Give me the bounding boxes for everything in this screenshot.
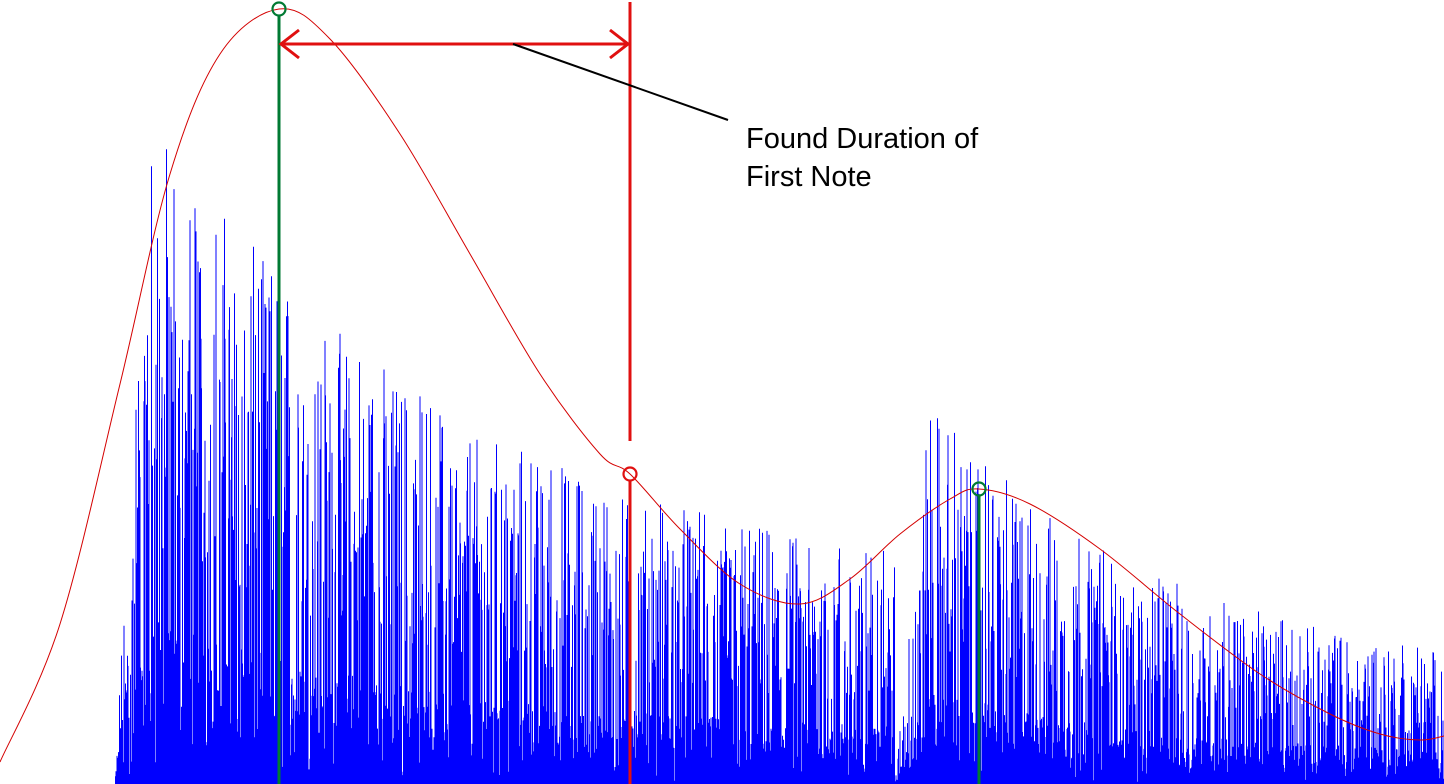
waveform-trace	[115, 149, 1444, 784]
envelope-curve	[0, 8, 1444, 763]
duration-arrow-head-left	[278, 28, 300, 60]
peak-marker-circle-1	[271, 1, 287, 17]
annotation-text-line2: First Note	[746, 161, 872, 193]
duration-arrow-head-right	[609, 28, 631, 60]
annotation-text-line1: Found Duration of	[746, 123, 979, 155]
duration-end-circle	[622, 466, 638, 482]
waveform	[115, 149, 1444, 784]
markers	[271, 1, 987, 784]
annotation: Found Duration of First Note	[512, 43, 979, 193]
peak-marker-circle-2	[971, 481, 987, 497]
envelope-line	[0, 8, 1444, 763]
annotation-leader-line	[512, 43, 729, 121]
